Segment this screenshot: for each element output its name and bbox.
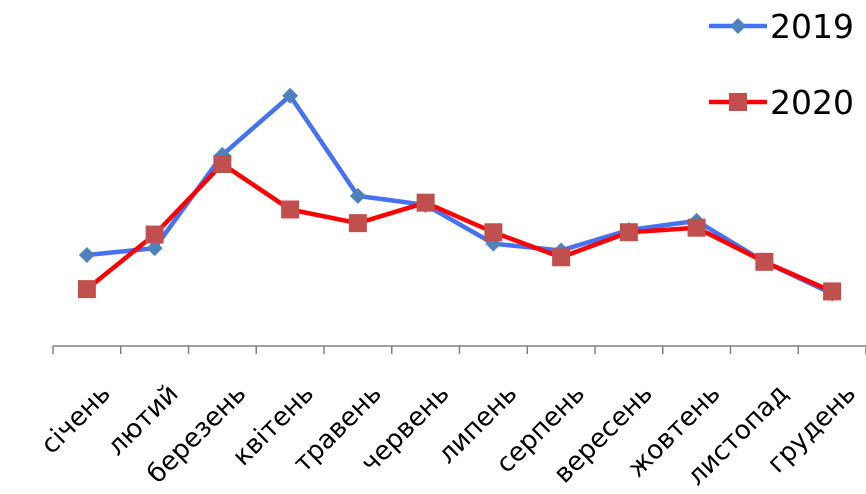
data-point-2020 — [416, 193, 435, 212]
data-point-2020 — [755, 252, 774, 271]
legend-item-2020: 2020 — [709, 83, 854, 122]
legend-item-2019: 2019 — [709, 7, 854, 46]
legend-marker — [729, 93, 747, 111]
x-tick-label: січень — [35, 379, 116, 460]
x-axis — [52, 345, 866, 354]
data-point-2020 — [552, 248, 571, 267]
series-2020 — [77, 155, 842, 301]
legend: 2019 2020 — [709, 7, 854, 122]
data-point-2019 — [349, 187, 366, 204]
data-point-2019 — [282, 87, 299, 104]
data-point-2020 — [145, 225, 164, 244]
legend-label: 2020 — [770, 83, 854, 122]
x-tick-labels: січеньлютийберезеньквітеньтравеньчервень… — [35, 379, 862, 492]
data-point-2020 — [213, 155, 232, 173]
data-point-2019 — [146, 240, 163, 257]
legend-marker — [730, 18, 746, 34]
series-line-2019 — [86, 93, 834, 296]
data-point-2020 — [77, 280, 96, 299]
series-group — [77, 87, 842, 302]
data-point-2020 — [619, 223, 638, 242]
legend-label: 2019 — [770, 7, 854, 46]
data-point-2020 — [484, 223, 503, 242]
data-point-2020 — [823, 282, 842, 301]
data-point-2019 — [78, 247, 95, 263]
data-point-2020 — [281, 200, 300, 219]
series-line-2020 — [85, 161, 834, 294]
data-point-2020 — [687, 218, 706, 237]
data-point-2020 — [348, 214, 367, 233]
